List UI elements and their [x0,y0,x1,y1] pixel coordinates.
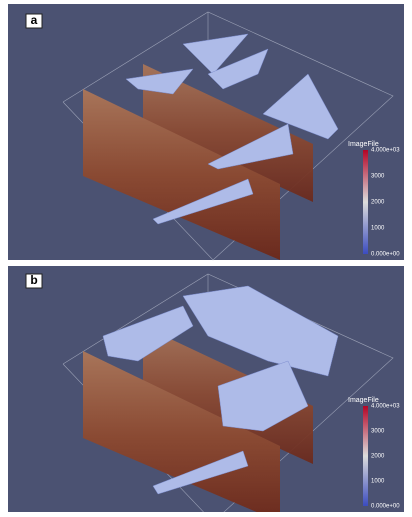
colorbar [363,150,368,254]
panel-b: b ImageFile 4.000e+033000200010000.000e+… [8,266,404,512]
colorbar-tick-label: 0.000e+00 [371,252,400,258]
page: a ImageFile 4.000e+033000200010000.000e+… [0,0,412,512]
colorbar-tick-label: 4.000e+03 [371,148,400,154]
colorbar-tick-label: 1000 [371,226,385,232]
colorbar-tick-label: 2000 [371,454,385,460]
colorbar [363,406,368,506]
panel-a: a ImageFile 4.000e+033000200010000.000e+… [8,4,404,260]
colorbar-tick-label: 2000 [371,200,385,206]
colorbar-tick-label: 3000 [371,174,385,180]
panel-label: a [31,13,38,27]
colorbar-tick-label: 0.000e+00 [371,504,400,510]
panel-label: b [30,273,37,287]
colorbar-tick-label: 4.000e+03 [371,404,400,410]
colorbar-tick-label: 1000 [371,479,385,485]
figure: a ImageFile 4.000e+033000200010000.000e+… [0,0,412,512]
colorbar-tick-label: 3000 [371,429,385,435]
